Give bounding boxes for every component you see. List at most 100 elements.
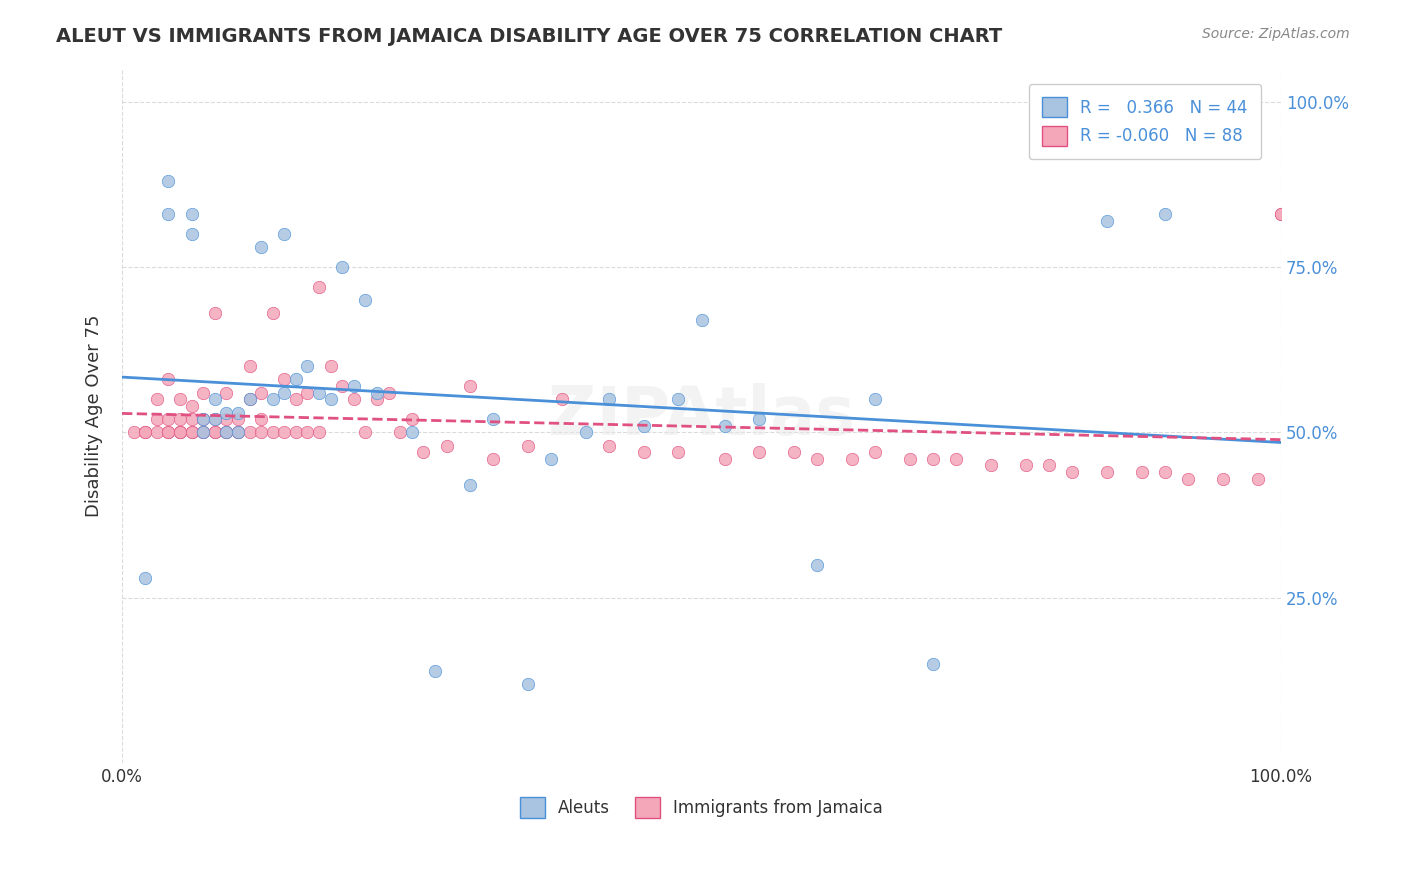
Point xyxy=(284,425,307,440)
Point xyxy=(180,425,202,440)
Point xyxy=(1130,465,1153,479)
Point xyxy=(412,445,434,459)
Point xyxy=(169,425,191,440)
Point xyxy=(262,392,284,407)
Point xyxy=(193,425,215,440)
Point xyxy=(250,385,273,400)
Point xyxy=(157,174,180,188)
Point xyxy=(945,451,967,466)
Point xyxy=(922,451,945,466)
Point xyxy=(343,392,366,407)
Point xyxy=(1154,207,1177,221)
Point xyxy=(633,418,655,433)
Point xyxy=(169,425,191,440)
Point xyxy=(865,445,887,459)
Point xyxy=(354,293,377,307)
Point xyxy=(215,425,238,440)
Point xyxy=(215,425,238,440)
Point xyxy=(157,372,180,386)
Point xyxy=(157,425,180,440)
Point xyxy=(273,227,295,241)
Point xyxy=(284,392,307,407)
Point xyxy=(215,425,238,440)
Point xyxy=(204,425,226,440)
Point xyxy=(134,571,156,585)
Point xyxy=(308,280,330,294)
Point xyxy=(238,359,260,374)
Point xyxy=(1015,458,1038,473)
Point xyxy=(226,425,249,440)
Point xyxy=(215,412,238,426)
Point xyxy=(436,439,458,453)
Point xyxy=(423,664,446,678)
Point xyxy=(204,425,226,440)
Point xyxy=(250,240,273,254)
Point xyxy=(806,451,828,466)
Point xyxy=(690,313,713,327)
Point xyxy=(193,425,215,440)
Legend: Aleuts, Immigrants from Jamaica: Aleuts, Immigrants from Jamaica xyxy=(513,790,890,824)
Point xyxy=(193,412,215,426)
Point xyxy=(330,379,353,393)
Point xyxy=(666,392,689,407)
Point xyxy=(366,385,388,400)
Text: Source: ZipAtlas.com: Source: ZipAtlas.com xyxy=(1202,27,1350,41)
Point xyxy=(204,306,226,320)
Point xyxy=(193,385,215,400)
Point xyxy=(319,392,342,407)
Point xyxy=(273,372,295,386)
Point xyxy=(598,439,620,453)
Point xyxy=(482,412,505,426)
Point xyxy=(193,425,215,440)
Point xyxy=(401,425,423,440)
Point xyxy=(458,379,481,393)
Text: ALEUT VS IMMIGRANTS FROM JAMAICA DISABILITY AGE OVER 75 CORRELATION CHART: ALEUT VS IMMIGRANTS FROM JAMAICA DISABIL… xyxy=(56,27,1002,45)
Point xyxy=(308,385,330,400)
Point xyxy=(922,657,945,671)
Point xyxy=(238,425,260,440)
Point xyxy=(180,425,202,440)
Point xyxy=(226,412,249,426)
Point xyxy=(1095,465,1118,479)
Point xyxy=(204,392,226,407)
Point xyxy=(273,425,295,440)
Point xyxy=(146,392,169,407)
Point xyxy=(841,451,863,466)
Point xyxy=(354,425,377,440)
Point xyxy=(157,425,180,440)
Point xyxy=(297,425,319,440)
Point xyxy=(713,418,735,433)
Point xyxy=(215,405,238,419)
Point xyxy=(146,412,169,426)
Point xyxy=(169,412,191,426)
Y-axis label: Disability Age Over 75: Disability Age Over 75 xyxy=(86,315,103,517)
Point xyxy=(783,445,806,459)
Point xyxy=(366,392,388,407)
Point xyxy=(238,392,260,407)
Point xyxy=(297,385,319,400)
Point xyxy=(748,445,770,459)
Text: ZIPAtlas: ZIPAtlas xyxy=(548,383,855,449)
Point xyxy=(1212,472,1234,486)
Point xyxy=(540,451,562,466)
Point xyxy=(575,425,598,440)
Point xyxy=(1247,472,1270,486)
Point xyxy=(157,412,180,426)
Point xyxy=(1270,207,1292,221)
Point xyxy=(134,425,156,440)
Point xyxy=(169,425,191,440)
Point xyxy=(157,207,180,221)
Point xyxy=(146,425,169,440)
Point xyxy=(377,385,399,400)
Point xyxy=(297,359,319,374)
Point xyxy=(180,227,202,241)
Point xyxy=(226,405,249,419)
Point xyxy=(284,372,307,386)
Point xyxy=(180,412,202,426)
Point xyxy=(1270,207,1292,221)
Point xyxy=(319,359,342,374)
Point xyxy=(204,412,226,426)
Point xyxy=(180,207,202,221)
Point xyxy=(458,478,481,492)
Point xyxy=(1062,465,1084,479)
